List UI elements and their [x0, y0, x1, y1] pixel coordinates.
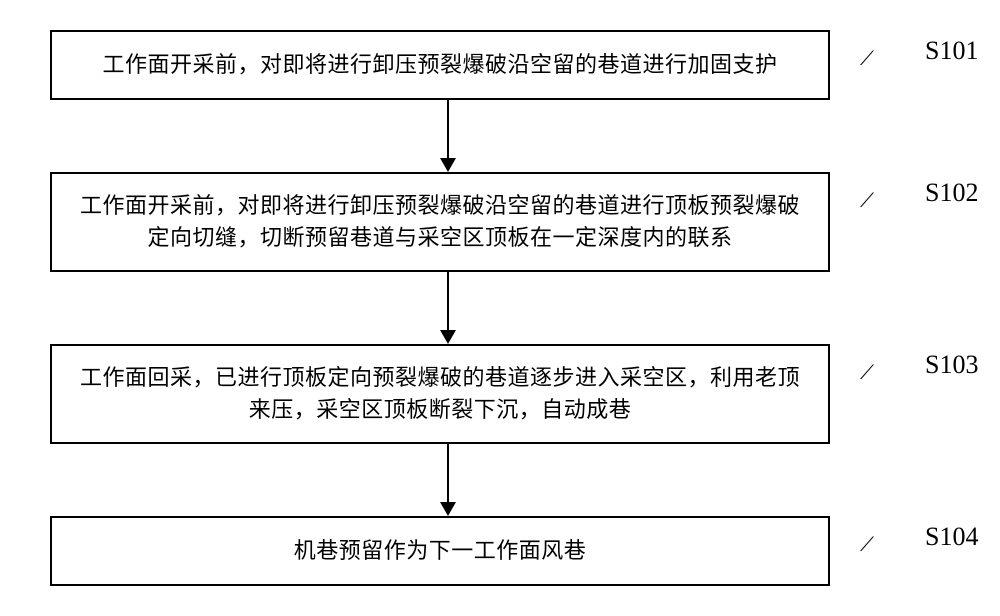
flow-step-label: S101 — [925, 36, 978, 66]
flow-step-text: 机巷预留作为下一工作面风巷 — [294, 535, 587, 567]
label-connector: ⟋ — [860, 190, 873, 213]
flow-step-label: S102 — [925, 178, 978, 208]
flow-step-label: S104 — [925, 522, 978, 552]
flow-step-text: 工作面回采，已进行顶板定向预裂爆破的巷道逐步进入采空区，利用老顶来压，采空区顶板… — [72, 362, 808, 426]
flowchart-canvas: 工作面开采前，对即将进行卸压预裂爆破沿空留的巷道进行加固支护 ⟋ S101 工作… — [0, 0, 1000, 616]
label-connector: ⟋ — [860, 48, 873, 71]
label-connector: ⟋ — [860, 362, 873, 385]
flow-step-box: 工作面回采，已进行顶板定向预裂爆破的巷道逐步进入采空区，利用老顶来压，采空区顶板… — [50, 344, 830, 444]
flow-step-label: S103 — [925, 350, 978, 380]
flow-step-box: 机巷预留作为下一工作面风巷 — [50, 516, 830, 586]
label-connector: ⟋ — [860, 534, 873, 557]
flow-step-box: 工作面开采前，对即将进行卸压预裂爆破沿空留的巷道进行加固支护 — [50, 30, 830, 100]
flow-arrow — [440, 100, 456, 172]
flow-step-text: 工作面开采前，对即将进行卸压预裂爆破沿空留的巷道进行加固支护 — [102, 49, 777, 81]
flow-step-box: 工作面开采前，对即将进行卸压预裂爆破沿空留的巷道进行顶板预裂爆破定向切缝，切断预… — [50, 172, 830, 272]
flow-arrow — [440, 444, 456, 516]
flow-step-text: 工作面开采前，对即将进行卸压预裂爆破沿空留的巷道进行顶板预裂爆破定向切缝，切断预… — [72, 190, 808, 254]
flow-arrow — [440, 272, 456, 344]
